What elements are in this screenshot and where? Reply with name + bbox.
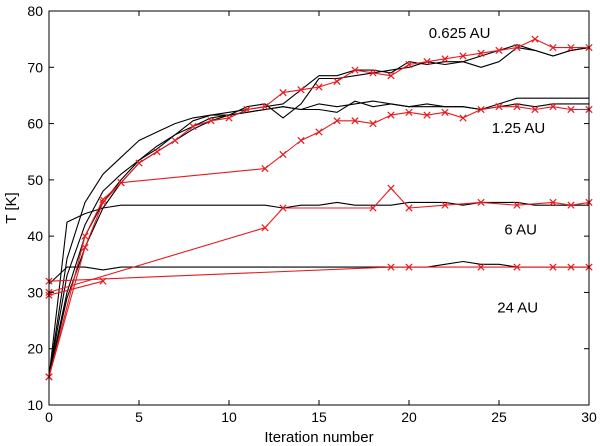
data-point-marker [513, 43, 521, 52]
x-tick-label: 20 [401, 409, 417, 425]
data-point-marker [189, 122, 197, 131]
data-point-marker [351, 117, 359, 125]
data-point-marker [351, 66, 359, 74]
y-tick-label: 60 [27, 116, 43, 132]
data-point-marker [477, 198, 485, 206]
y-axis-label: T [K] [3, 192, 20, 223]
data-point-marker [441, 55, 449, 63]
data-point-marker [495, 46, 503, 55]
y-tick-label: 50 [27, 172, 43, 188]
data-point-marker [99, 198, 107, 206]
data-point-marker [441, 201, 449, 209]
data-point-marker [279, 150, 287, 159]
data-point-marker [459, 52, 467, 60]
y-tick-label: 80 [27, 3, 43, 19]
data-point-marker [405, 263, 413, 271]
data-point-marker [369, 69, 377, 77]
data-point-marker [387, 111, 395, 119]
data-point-marker [99, 195, 107, 204]
data-point-marker [405, 60, 413, 69]
data-point-marker [333, 77, 341, 85]
data-point-marker [405, 204, 413, 212]
data-point-marker [315, 128, 323, 136]
data-point-marker [567, 43, 575, 52]
data-point-marker [549, 263, 557, 271]
series-annotation: 0.625 AU [429, 25, 491, 42]
x-tick-label: 25 [491, 409, 507, 425]
data-point-marker [207, 117, 215, 125]
data-point-marker [423, 111, 431, 119]
x-tick-label: 0 [45, 409, 53, 425]
data-point-marker [405, 108, 413, 116]
annotation-layer: 0.625 AU 1.25 AU 6 AU 24 AU [429, 25, 545, 317]
y-tick-label: 20 [27, 341, 43, 357]
data-point-marker [279, 88, 287, 97]
data-point-marker [477, 49, 485, 57]
data-point-marker [423, 58, 431, 66]
data-point-marker [513, 103, 521, 111]
data-point-marker [477, 105, 485, 114]
data-point-marker [297, 86, 305, 94]
x-tick-label: 30 [581, 409, 597, 425]
data-point-marker [441, 108, 449, 116]
series-line [48, 280, 104, 296]
data-point-marker [99, 277, 107, 285]
data-point-marker [495, 103, 503, 111]
data-point-marker [243, 105, 251, 114]
data-point-marker [513, 263, 521, 271]
series-annotation: 6 AU [504, 221, 537, 238]
x-axis-label: Iteration number [264, 429, 373, 446]
data-point-marker [549, 43, 557, 52]
data-point-marker [369, 204, 377, 212]
data-point-marker [153, 148, 161, 156]
data-point-marker [387, 184, 395, 192]
data-point-marker [387, 72, 395, 80]
series-line [48, 201, 589, 377]
data-point-marker [369, 119, 377, 128]
data-point-marker [567, 201, 575, 209]
series-line [48, 38, 589, 378]
series-line [48, 97, 589, 378]
series-annotation: 24 AU [497, 300, 538, 317]
series-layer [45, 35, 593, 381]
data-point-marker [513, 201, 521, 209]
y-tick-label: 10 [27, 397, 43, 413]
series-line [48, 266, 589, 282]
data-point-marker [531, 35, 539, 43]
data-point-marker [171, 136, 179, 145]
data-point-marker [261, 224, 269, 232]
data-point-marker [549, 103, 557, 111]
data-point-marker [315, 83, 323, 91]
x-tick-label: 10 [221, 409, 237, 425]
data-point-marker [225, 114, 233, 122]
data-point-marker [117, 179, 125, 187]
data-point-marker [297, 136, 305, 145]
data-point-marker [261, 164, 269, 173]
x-tick-label: 5 [135, 409, 143, 425]
data-point-marker [279, 204, 287, 212]
series-annotation: 1.25 AU [492, 120, 545, 137]
data-point-marker [81, 232, 89, 240]
ticks-layer: 0 5 10 15 20 25 30 10 20 30 40 50 60 70 80 [27, 3, 597, 425]
data-point-marker [567, 105, 575, 114]
data-point-marker [81, 243, 89, 252]
data-point-marker [387, 263, 395, 271]
data-point-marker [567, 263, 575, 271]
data-point-marker [459, 114, 467, 122]
data-point-marker [333, 117, 341, 125]
data-point-marker [549, 198, 557, 206]
y-tick-label: 70 [27, 59, 43, 75]
y-tick-label: 40 [27, 228, 43, 244]
data-point-marker [135, 159, 143, 167]
series-line [48, 260, 589, 285]
x-tick-label: 15 [311, 409, 327, 425]
data-point-marker [531, 105, 539, 114]
y-tick-label: 30 [27, 284, 43, 300]
data-point-marker [477, 263, 485, 271]
data-point-marker [261, 103, 269, 111]
